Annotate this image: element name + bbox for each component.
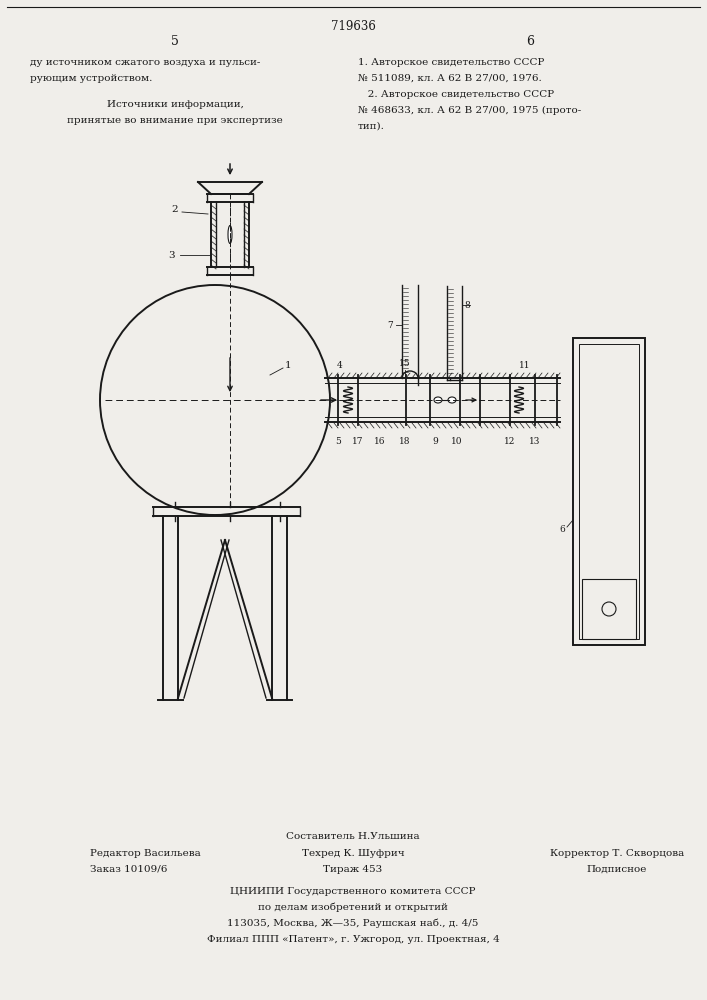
Ellipse shape [228, 226, 232, 243]
Text: 2: 2 [172, 206, 178, 215]
Text: 2. Авторское свидетельство СССР: 2. Авторское свидетельство СССР [358, 90, 554, 99]
Text: 1: 1 [285, 360, 291, 369]
Text: Подписное: Подписное [587, 865, 647, 874]
Ellipse shape [448, 397, 456, 403]
Text: 5: 5 [171, 35, 179, 48]
Text: Источники информации,: Источники информации, [107, 100, 243, 109]
Text: 8: 8 [464, 300, 470, 310]
Text: № 511089, кл. А 62 В 27/00, 1976.: № 511089, кл. А 62 В 27/00, 1976. [358, 74, 542, 83]
Ellipse shape [434, 397, 442, 403]
Text: 18: 18 [399, 437, 411, 446]
Text: Филиал ППП «Патент», г. Ужгород, ул. Проектная, 4: Филиал ППП «Патент», г. Ужгород, ул. Про… [206, 935, 499, 944]
Text: 16: 16 [374, 437, 386, 446]
Text: 12: 12 [504, 437, 515, 446]
Text: 6: 6 [559, 526, 565, 534]
Text: Корректор Т. Скворцова: Корректор Т. Скворцова [550, 849, 684, 858]
Text: 15: 15 [399, 360, 411, 368]
Text: 6: 6 [526, 35, 534, 48]
Text: Тираж 453: Тираж 453 [323, 865, 382, 874]
Text: 4: 4 [337, 361, 343, 370]
Text: 17: 17 [352, 437, 363, 446]
Text: ду источником сжатого воздуха и пульси-: ду источником сжатого воздуха и пульси- [30, 58, 260, 67]
Text: 3: 3 [169, 250, 175, 259]
Text: 11: 11 [519, 361, 531, 370]
Text: 10: 10 [451, 437, 463, 446]
Text: 719636: 719636 [331, 20, 375, 33]
Text: № 468633, кл. А 62 В 27/00, 1975 (прото-: № 468633, кл. А 62 В 27/00, 1975 (прото- [358, 106, 581, 115]
Text: Техред К. Шуфрич: Техред К. Шуфрич [302, 849, 404, 858]
Text: 113035, Москва, Ж—35, Раушская наб., д. 4/5: 113035, Москва, Ж—35, Раушская наб., д. … [228, 919, 479, 928]
Bar [573, 338, 645, 645]
Text: 5: 5 [335, 437, 341, 446]
Text: 7: 7 [387, 320, 393, 330]
Text: Редактор Васильева: Редактор Васильева [90, 849, 201, 858]
Text: 13: 13 [530, 437, 541, 446]
Text: 9: 9 [432, 437, 438, 446]
Text: ЦНИИПИ Государственного комитета СССР: ЦНИИПИ Государственного комитета СССР [230, 887, 476, 896]
Text: 1. Авторское свидетельство СССР: 1. Авторское свидетельство СССР [358, 58, 544, 67]
Bar [579, 344, 639, 639]
Bar [582, 579, 636, 639]
Text: принятые во внимание при экспертизе: принятые во внимание при экспертизе [67, 116, 283, 125]
Text: Заказ 10109/6: Заказ 10109/6 [90, 865, 168, 874]
Text: по делам изобретений и открытий: по делам изобретений и открытий [258, 903, 448, 912]
Text: рующим устройством.: рующим устройством. [30, 74, 153, 83]
Text: Составитель Н.Ульшина: Составитель Н.Ульшина [286, 832, 420, 841]
Text: тип).: тип). [358, 122, 385, 131]
